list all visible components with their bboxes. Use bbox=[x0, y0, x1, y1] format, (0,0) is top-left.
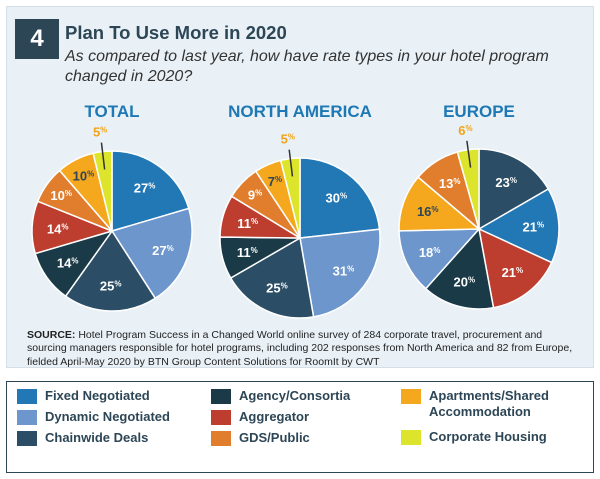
legend-item-aggregator: Aggregator bbox=[211, 409, 309, 425]
legend-item-dynamic: Dynamic Negotiated bbox=[17, 409, 170, 425]
pie-data-label: 21% bbox=[502, 265, 524, 280]
legend-label-corporate: Corporate Housing bbox=[429, 429, 547, 444]
pie-data-label: 25% bbox=[100, 278, 122, 293]
pie-slice bbox=[398, 228, 481, 290]
pie-leader-line bbox=[100, 142, 106, 170]
pie-data-label: 25% bbox=[266, 280, 288, 295]
legend-label-chainwide: Chainwide Deals bbox=[45, 430, 149, 445]
legend-label-dynamic: Dynamic Negotiated bbox=[45, 409, 170, 424]
legend-swatch-apartments bbox=[401, 389, 421, 404]
pie-data-label: 18% bbox=[419, 245, 441, 260]
pie-title: TOTAL bbox=[84, 102, 139, 121]
pie-slice bbox=[478, 227, 553, 309]
pie-data-label: 13% bbox=[439, 176, 461, 191]
legend-item-agency: Agency/Consortia bbox=[211, 388, 350, 404]
pie-slice bbox=[229, 236, 315, 319]
legend-label-fixed: Fixed Negotiated bbox=[45, 388, 150, 403]
legend-swatch-agency bbox=[211, 389, 231, 404]
chart-panel: 4 Plan To Use More in 2020 As compared t… bbox=[6, 6, 594, 368]
pie-slice bbox=[478, 148, 550, 231]
legend-label-agency: Agency/Consortia bbox=[239, 388, 351, 403]
pie-leader-line bbox=[288, 149, 294, 177]
pie-slice bbox=[424, 227, 495, 310]
pie-data-label: 14% bbox=[47, 221, 69, 236]
source-text: Hotel Program Success in a Changed World… bbox=[27, 329, 573, 368]
legend-item-apartments: Apartments/Shared Accommodation bbox=[401, 388, 581, 420]
source-note: SOURCE: Hotel Program Success in a Chang… bbox=[27, 329, 583, 369]
pie-data-label: 5% bbox=[93, 125, 107, 140]
pie-data-label: 10% bbox=[73, 169, 95, 184]
pie-data-label: 27% bbox=[152, 243, 174, 258]
pie-slice bbox=[111, 150, 190, 233]
legend-item-gds: GDS/Public bbox=[211, 430, 310, 446]
pie-data-label: 30% bbox=[326, 190, 348, 205]
pie-data-label: 21% bbox=[523, 220, 545, 235]
pie-data-label: 11% bbox=[237, 245, 258, 260]
pie-data-label: 20% bbox=[454, 274, 476, 289]
legend-swatch-chainwide bbox=[17, 431, 37, 446]
pie-data-label: 14% bbox=[57, 256, 79, 271]
pie-slice bbox=[299, 157, 381, 239]
legend-item-chainwide: Chainwide Deals bbox=[17, 430, 148, 446]
pie-slice bbox=[299, 228, 381, 318]
pie-leader-line bbox=[466, 140, 472, 168]
pie-data-label: 31% bbox=[333, 264, 355, 279]
figure-number-badge: 4 bbox=[15, 19, 59, 59]
pie-title: NORTH AMERICA bbox=[228, 102, 372, 121]
pie-data-label: 10% bbox=[50, 188, 72, 203]
legend-label-apartments: Apartments/Shared Accommodation bbox=[429, 388, 549, 419]
legend-swatch-gds bbox=[211, 431, 231, 446]
chart-subtitle: As compared to last year, how have rate … bbox=[65, 48, 549, 85]
pie-0: TOTAL 27% 27% 25% 14% 14% 10%10% 5% bbox=[31, 102, 193, 312]
pie-slice bbox=[64, 229, 157, 312]
pie-data-label: 9% bbox=[248, 188, 262, 203]
pie-title: EUROPE bbox=[443, 102, 515, 121]
legend-swatch-aggregator bbox=[211, 410, 231, 425]
legend-label-aggregator: Aggregator bbox=[239, 409, 310, 424]
pie-data-label: 23% bbox=[495, 175, 517, 190]
pie-data-label: 16% bbox=[417, 204, 439, 219]
legend-item-fixed: Fixed Negotiated bbox=[17, 388, 150, 404]
legend-swatch-dynamic bbox=[17, 410, 37, 425]
pie-slice bbox=[110, 207, 193, 300]
pie-1: NORTH AMERICA 30% 31% 25% 11% 11% 9% 7% 5% bbox=[219, 102, 381, 319]
pie-data-label: 27% bbox=[134, 180, 156, 195]
legend-label-gds: GDS/Public bbox=[239, 430, 310, 445]
legend: Fixed Negotiated Dynamic Negotiated Chainw… bbox=[6, 381, 594, 473]
pie-data-label: 5% bbox=[281, 132, 295, 147]
pie-slice bbox=[477, 187, 560, 264]
legend-item-corporate: Corporate Housing bbox=[401, 429, 547, 445]
pie-data-label: 7% bbox=[268, 174, 282, 189]
pie-data-label: 11% bbox=[237, 216, 258, 231]
legend-swatch-corporate bbox=[401, 430, 421, 445]
pie-data-label: 6% bbox=[458, 123, 472, 138]
legend-swatch-fixed bbox=[17, 389, 37, 404]
source-prefix: SOURCE: bbox=[27, 329, 76, 341]
pie-2: EUROPE 23% 21% 21% 20% 18% 16%13% 6% bbox=[398, 102, 560, 310]
chart-title: Plan To Use More in 2020 bbox=[65, 22, 287, 43]
